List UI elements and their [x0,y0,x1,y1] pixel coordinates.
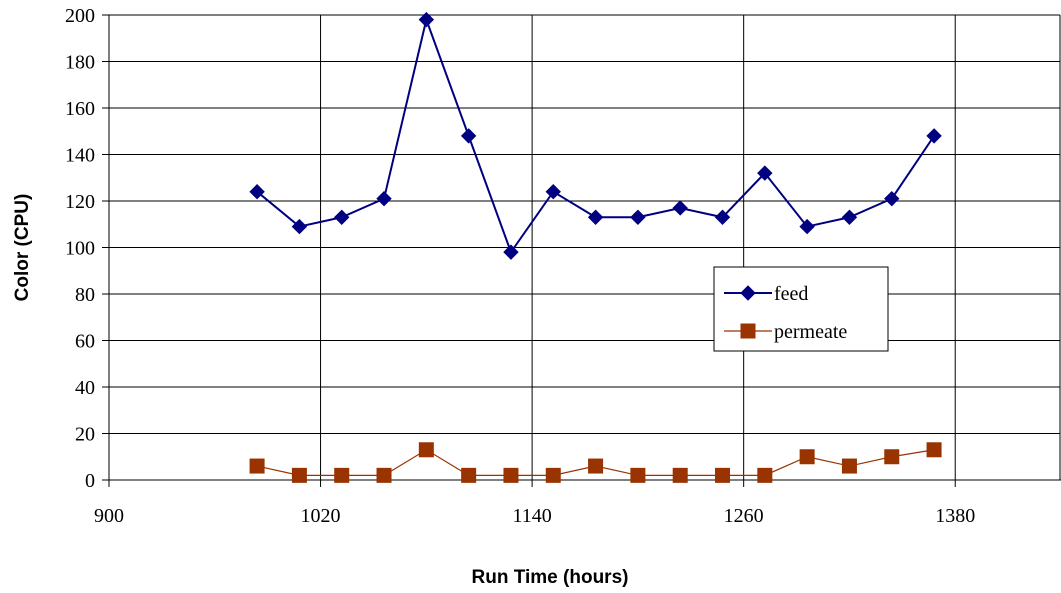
feed-data-point [503,244,519,260]
data-series [249,11,942,483]
permeate-data-point [461,467,477,483]
y-tick-label: 20 [75,424,95,446]
permeate-data-point [291,467,307,483]
legend-marker [740,323,756,339]
series-feed [249,11,942,260]
legend-item-permeate: permeate [724,321,847,343]
feed-data-point [545,183,561,200]
permeate-data-point [249,458,265,474]
feed-data-point [757,165,773,181]
feed-data-point [249,183,265,200]
y-tick-label: 40 [75,377,95,399]
y-tick-label: 140 [65,145,95,167]
y-tick-label: 80 [75,284,95,306]
feed-data-point [799,218,815,235]
feed-data-point [376,190,392,207]
y-axis-title: Color (CPU) [12,194,33,302]
feed-data-point [841,209,858,225]
legend-label: feed [774,283,808,305]
feed-data-point [926,128,942,144]
permeate-data-point [630,467,646,483]
y-tick-label: 100 [65,238,95,260]
permeate-data-point [757,467,773,483]
series-permeate [249,442,942,483]
permeate-data-point [418,442,434,458]
feed-data-point [714,209,731,225]
permeate-data-point [799,449,815,465]
y-tick-label: 200 [65,5,95,27]
permeate-data-point [334,467,350,483]
feed-data-point [884,190,900,207]
legend-marker [740,285,756,301]
x-tick-label: 1380 [935,505,975,527]
legend-item-feed: feed [724,283,808,305]
x-tick-label: 1020 [301,505,341,527]
permeate-data-point [926,442,942,458]
permeate-data-point [715,467,731,483]
y-tick-label: 180 [65,52,95,74]
y-tick-label: 60 [75,331,95,353]
x-tick-label: 900 [94,505,124,527]
feed-data-point [334,209,350,225]
feed-data-point [418,11,435,28]
y-tick-label: 0 [85,470,95,492]
permeate-data-point [588,458,604,474]
feed-data-point [587,209,604,225]
permeate-data-point [884,449,900,465]
feed-data-point [291,218,308,235]
permeate-data-point [841,458,857,474]
tick-labels: 0 20 40 60 80 100 120 140 160 180 200 900 1020 1140 12… [65,5,975,527]
feed-data-point [672,200,688,216]
x-axis-title: Run Time (hours) [472,567,629,588]
y-tick-label: 160 [65,98,95,120]
permeate-data-point [545,467,561,483]
x-tick-label: 1260 [724,505,764,527]
y-tick-label: 120 [65,191,95,213]
permeate-data-point [503,467,519,483]
feed-data-point [630,209,646,225]
permeate-data-point [376,467,392,483]
legend: feed permeate [713,266,889,352]
legend-label: permeate [774,321,847,343]
grid-lines [109,14,1061,480]
permeate-data-point [672,467,688,483]
feed-data-point [460,128,477,144]
x-tick-label: 1140 [512,505,551,527]
axes [102,14,1061,487]
